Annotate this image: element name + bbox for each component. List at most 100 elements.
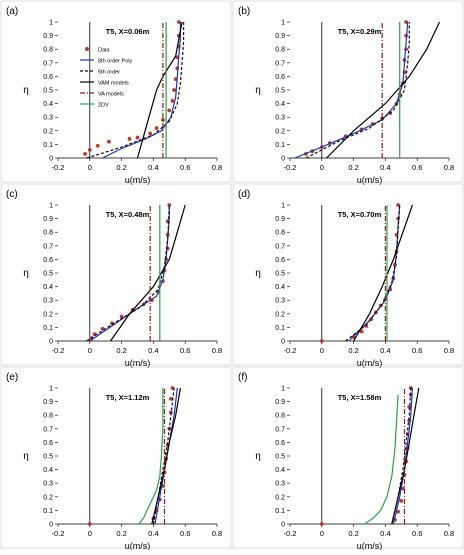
y-tick-label: 0 xyxy=(281,522,285,529)
x-tick-label: 0.6 xyxy=(180,346,190,355)
y-tick-label: 0.2 xyxy=(43,128,53,135)
y-tick-label: 0.9 xyxy=(275,216,285,223)
panel-frame xyxy=(232,366,464,549)
panel-label: (a) xyxy=(6,6,18,17)
data-point xyxy=(359,329,364,334)
y-axis-label: η xyxy=(23,268,29,279)
y-tick-label: 1 xyxy=(281,20,285,27)
x-tick-label: 0.8 xyxy=(212,163,222,172)
y-tick-label: 0.5 xyxy=(43,454,53,461)
y-axis-label: η xyxy=(23,85,29,96)
y-tick-label: 0.2 xyxy=(275,311,285,318)
series-line-8th-order-poly xyxy=(392,387,413,525)
legend: Data 8th order Poly 5th order VAM models VA … xyxy=(80,47,132,109)
y-tick-label: 1 xyxy=(49,20,53,27)
y-tick-label: 0.7 xyxy=(43,60,53,67)
series-line-vam-models xyxy=(391,387,420,525)
panel-frame xyxy=(0,366,232,549)
series-line-vam-models xyxy=(151,387,181,525)
y-tick-label: 0.7 xyxy=(275,243,285,250)
panel-label: (b) xyxy=(238,6,250,17)
y-tick-label: 0.9 xyxy=(43,399,53,406)
y-tick-label: 0.8 xyxy=(275,413,285,420)
series-line-2dv xyxy=(364,394,399,525)
y-tick-label: 0.2 xyxy=(43,311,53,318)
y-tick-label: 0.3 xyxy=(275,115,285,122)
x-tick-label: 0.6 xyxy=(180,529,190,538)
y-tick-label: 0.5 xyxy=(43,271,53,278)
x-tick-label: 0.2 xyxy=(116,346,126,355)
series-line-vam-models xyxy=(110,204,186,342)
panel-frame xyxy=(232,0,464,183)
x-tick-label: 0.8 xyxy=(212,529,222,538)
x-tick-label: -0.2 xyxy=(52,529,65,538)
y-tick-label: 0.6 xyxy=(43,74,53,81)
y-tick-label: 0.8 xyxy=(275,230,285,237)
y-tick-label: 0.7 xyxy=(275,60,285,67)
y-axis-label: η xyxy=(23,451,29,462)
series-line-vam-models xyxy=(353,204,413,342)
panel-label: (f) xyxy=(238,372,247,383)
x-tick-label: 0.4 xyxy=(380,346,390,355)
y-tick-label: 0.7 xyxy=(275,426,285,433)
x-tick-label: 0.6 xyxy=(180,163,190,172)
x-tick-label: -0.2 xyxy=(284,529,297,538)
y-tick-label: 0.3 xyxy=(43,298,53,305)
y-tick-label: 0.1 xyxy=(275,142,285,149)
y-tick-label: 0.6 xyxy=(43,440,53,447)
y-tick-label: 0.7 xyxy=(43,243,53,250)
x-tick-label: 0 xyxy=(88,346,92,355)
y-tick-label: 0.8 xyxy=(43,47,53,54)
chart-title: T5, X=0.29m xyxy=(338,27,382,36)
x-tick-label: 0.6 xyxy=(412,529,422,538)
y-tick-label: 0.6 xyxy=(275,440,285,447)
y-tick-label: 0.7 xyxy=(43,426,53,433)
x-tick-label: 0.2 xyxy=(348,529,358,538)
series-line-8th-order-poly xyxy=(102,22,181,159)
y-tick-label: 0.2 xyxy=(43,494,53,501)
y-tick-label: 0 xyxy=(281,156,285,163)
y-tick-label: 0.3 xyxy=(43,481,53,488)
y-tick-label: 0.5 xyxy=(275,271,285,278)
y-tick-label: 0.8 xyxy=(275,47,285,54)
data-point xyxy=(148,131,153,136)
panel-label: (c) xyxy=(6,189,18,200)
data-point xyxy=(319,522,324,526)
chart-title: T5, X=0.48m xyxy=(106,210,150,219)
y-tick-label: 0.2 xyxy=(275,494,285,501)
data-point xyxy=(399,498,404,503)
x-tick-label: 0.2 xyxy=(116,529,126,538)
x-tick-label: 0.8 xyxy=(212,346,222,355)
legend-marker xyxy=(85,47,89,51)
y-tick-label: 1 xyxy=(281,386,285,393)
x-tick-label: 0.2 xyxy=(348,163,358,172)
chart-panel: (c) T5, X=0.48m 0 0.1 0.2 0.3 0.4 0.5 0.6 0.7 0.8 0… xyxy=(0,183,232,368)
y-tick-label: 0.9 xyxy=(275,399,285,406)
chart-title: T5, X=0.70m xyxy=(338,210,382,219)
y-tick-label: 0.1 xyxy=(43,142,53,149)
x-tick-label: 0.2 xyxy=(348,346,358,355)
data-point xyxy=(319,339,324,343)
y-tick-label: 0.8 xyxy=(43,230,53,237)
legend-entry: VA models xyxy=(98,92,124,98)
y-tick-label: 0.3 xyxy=(275,298,285,305)
panel-frame xyxy=(232,183,464,366)
y-tick-label: 0.2 xyxy=(275,128,285,135)
y-tick-label: 0.9 xyxy=(43,216,53,223)
legend-entry: 2DV xyxy=(98,103,109,109)
y-axis-label: η xyxy=(255,268,261,279)
y-axis-label: η xyxy=(255,85,261,96)
series-line-vam-models xyxy=(136,21,183,159)
y-tick-label: 0.8 xyxy=(43,413,53,420)
y-axis-label: η xyxy=(255,451,261,462)
data-point xyxy=(168,396,173,401)
series-line-vam-models xyxy=(326,21,441,159)
legend-entry: 5th order xyxy=(98,70,120,76)
x-tick-label: 0 xyxy=(88,163,92,172)
legend-entry: VAM models xyxy=(98,81,129,87)
x-tick-label: 0.4 xyxy=(148,346,158,355)
x-axis-label: u(m/s) xyxy=(125,358,151,368)
y-tick-label: 0 xyxy=(49,339,53,346)
y-tick-label: 0.3 xyxy=(275,481,285,488)
panel-label: (e) xyxy=(6,372,18,383)
